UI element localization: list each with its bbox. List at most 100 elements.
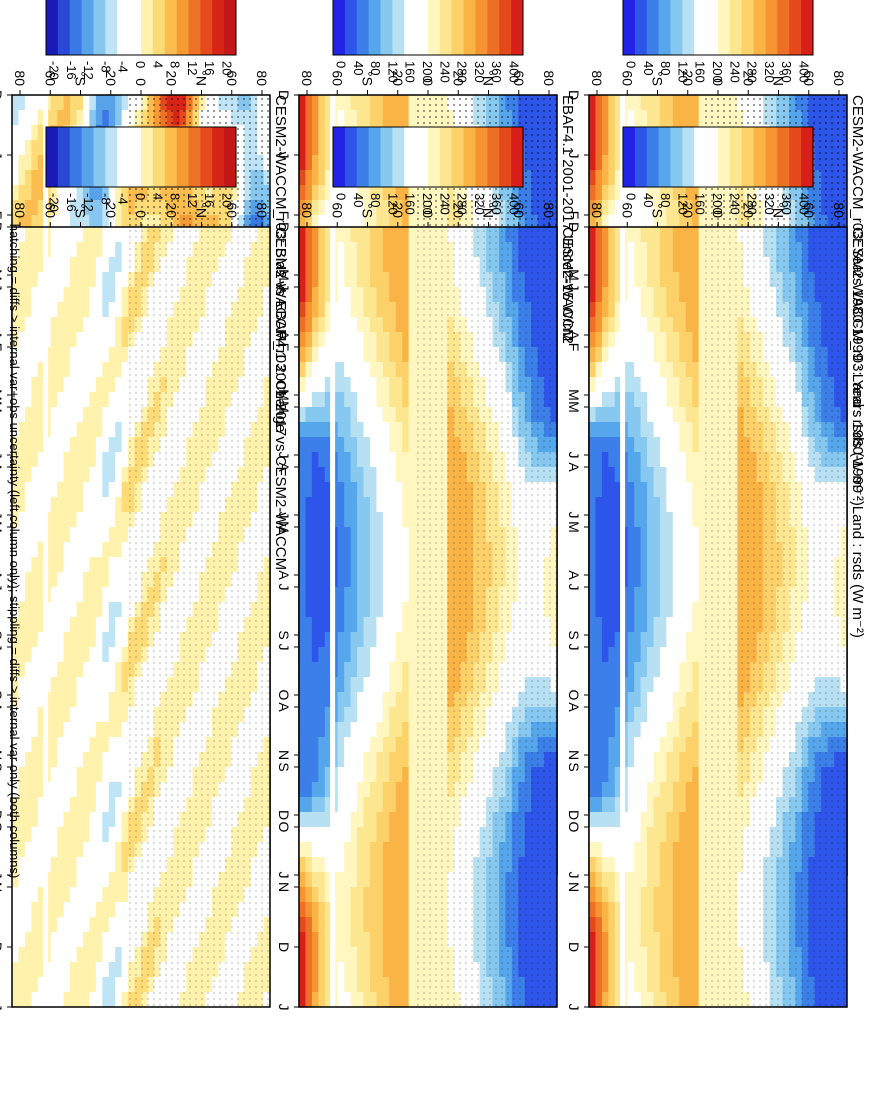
- heatmap-cell: [402, 110, 409, 126]
- heatmap-cell: [121, 95, 128, 111]
- month-tick-label: S: [566, 630, 582, 639]
- month-tick-label: J: [566, 872, 582, 879]
- heatmap-cell: [601, 155, 608, 171]
- colorbar-tick-label: 280: [745, 61, 760, 83]
- heatmap-cell: [18, 110, 25, 126]
- heatmap-cell: [679, 110, 686, 126]
- heatmap-cell: [627, 110, 634, 126]
- heatmap-cell: [311, 125, 318, 141]
- heatmap-cell: [318, 185, 325, 201]
- month-tick-label: O: [276, 690, 292, 701]
- heatmap-cell: [18, 170, 25, 186]
- colorbar-swatch: [658, 0, 670, 55]
- colorbar-swatch: [487, 0, 499, 55]
- heatmap-cell: [108, 95, 115, 111]
- colorbar-swatch: [741, 0, 753, 55]
- heatmap-cell: [666, 95, 673, 111]
- month-tick-label: D: [566, 810, 582, 820]
- heatmap-cell: [608, 155, 615, 171]
- heatmap-cell: [382, 95, 389, 111]
- heatmap-cell: [595, 185, 602, 201]
- heatmap-cell: [608, 185, 615, 201]
- heatmap-cell: [601, 110, 608, 126]
- heatmap-cell: [608, 125, 615, 141]
- month-tick-label: A: [566, 570, 582, 580]
- colorbar-swatch: [789, 0, 801, 55]
- lat-tick-label: 60: [619, 70, 635, 86]
- heatmap-cell: [402, 95, 409, 111]
- heatmap-cell: [115, 110, 122, 126]
- heatmap-cell: [95, 110, 102, 126]
- heatmap-cell: [69, 110, 76, 126]
- heatmap-cell: [408, 95, 415, 111]
- colorbar-swatch: [622, 0, 634, 55]
- heatmap-cell: [57, 110, 64, 126]
- heatmap-cell: [318, 95, 325, 111]
- colorbar-tick-label: 320: [762, 61, 777, 83]
- heatmap-cell: [679, 95, 686, 111]
- heatmap-cell: [692, 95, 699, 111]
- heatmap-cell: [595, 125, 602, 141]
- colorbar-tick-label: 0: [624, 61, 639, 68]
- heatmap-cell: [102, 95, 109, 111]
- heatmap-cell: [337, 95, 344, 111]
- colorbar-swatch: [777, 0, 789, 55]
- heatmap-cell: [698, 95, 705, 111]
- heatmap-cell: [121, 110, 128, 126]
- heatmap-cell: [76, 110, 83, 126]
- heatmap-cell: [18, 155, 25, 171]
- heatmap-cell: [672, 110, 679, 126]
- heatmap-cell: [50, 95, 57, 111]
- colorbar-swatch: [646, 0, 658, 55]
- heatmap-cell: [18, 140, 25, 156]
- heatmap-cell: [344, 95, 351, 111]
- colorbar-tick-label: 360: [489, 61, 504, 83]
- heatmap-cell: [608, 200, 615, 216]
- colorbar-tick-label: 400: [506, 61, 521, 83]
- colorbar-swatch: [380, 0, 392, 55]
- heatmap-cell: [369, 95, 376, 111]
- colorbar-swatch: [475, 0, 487, 55]
- colorbar-swatch: [694, 0, 706, 55]
- heatmap-cell: [337, 110, 344, 126]
- heatmap-cell: [601, 95, 608, 111]
- heatmap-cell: [31, 125, 38, 141]
- month-tick-label: J: [276, 872, 292, 879]
- heatmap-cell: [395, 95, 402, 111]
- colorbar-swatch: [682, 0, 694, 55]
- colorbar-swatch: [801, 0, 813, 55]
- colorbar-tick-label: 160: [403, 61, 418, 83]
- colorbar-swatch: [717, 0, 729, 55]
- colorbar-tick-label: 240: [437, 61, 452, 83]
- heatmap-cell: [63, 110, 70, 126]
- heatmap-cell: [82, 95, 89, 111]
- colorbar-swatch: [451, 0, 463, 55]
- heatmap-cell: [89, 95, 96, 111]
- colorbar-tick-label: 400: [796, 61, 811, 83]
- lat-tick-label: 80: [299, 70, 315, 86]
- heatmap-cell: [601, 125, 608, 141]
- lat-tick-label: 80: [589, 70, 605, 86]
- colorbar-tick-label: 80: [368, 61, 383, 75]
- heatmap-cell: [305, 155, 312, 171]
- heatmap-cell: [666, 110, 673, 126]
- heatmap-cell: [89, 110, 96, 126]
- heatmap-cell: [24, 155, 31, 171]
- heatmap-cell: [311, 155, 318, 171]
- heatmap-cell: [376, 110, 383, 126]
- heatmap-cell: [31, 155, 38, 171]
- colorbar-swatch: [499, 0, 511, 55]
- colorbar-swatch: [404, 0, 416, 55]
- heatmap-cell: [318, 110, 325, 126]
- colorbar-tick-label: 320: [472, 61, 487, 83]
- heatmap-cell: [653, 110, 660, 126]
- heatmap-cell: [646, 95, 653, 111]
- heatmap-cell: [31, 110, 38, 126]
- heatmap-cell: [305, 140, 312, 156]
- heatmap-cell: [595, 140, 602, 156]
- heatmap-cell: [31, 200, 38, 216]
- colorbar-tick-label: 200: [710, 61, 725, 83]
